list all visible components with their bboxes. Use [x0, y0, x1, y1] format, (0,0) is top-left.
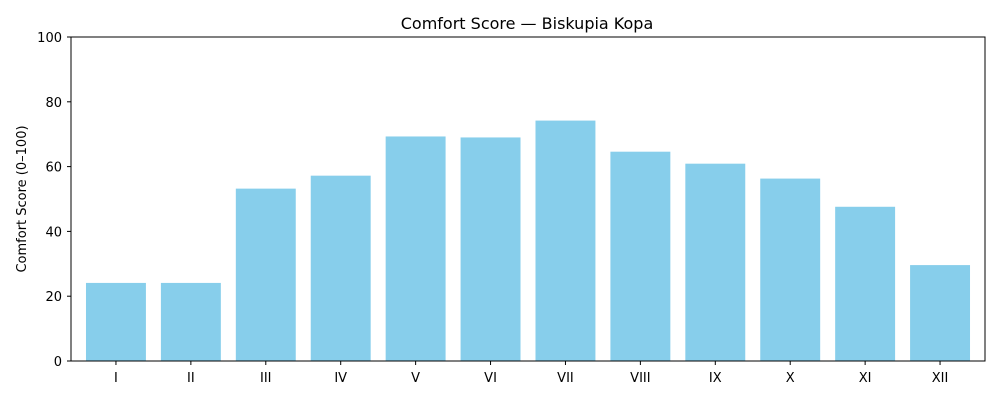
x-tick-label: XI [859, 371, 872, 386]
y-tick-label: 80 [45, 96, 62, 111]
bar-III [235, 188, 296, 361]
x-tick-label: V [411, 371, 420, 386]
plot-frame [70, 36, 986, 362]
bar-XI [835, 206, 896, 361]
y-tick-label: 40 [45, 225, 62, 240]
x-tick-label: VII [557, 371, 574, 386]
y-tick-label: 20 [45, 290, 62, 305]
bar-VIII [610, 151, 671, 361]
x-tick-label: III [260, 371, 272, 386]
x-tick-label: IX [709, 371, 722, 386]
x-axis-ticks: I II III IV V VI VII VIII IX X XI XII [114, 361, 948, 386]
bar-II [160, 282, 221, 361]
y-tick-label: 60 [45, 161, 62, 176]
bar-X [760, 178, 821, 361]
y-axis-ticks: 0 20 40 60 80 100 [37, 31, 71, 370]
bar-IX [685, 163, 746, 361]
x-tick-label: II [187, 371, 195, 386]
bar-I [85, 282, 146, 361]
y-axis-label: Comfort Score (0–100) [15, 125, 30, 272]
bar-VII [535, 120, 596, 361]
bar-IV [310, 175, 371, 361]
bar-XII [910, 265, 971, 361]
x-tick-label: VI [484, 371, 497, 386]
x-tick-label: IV [334, 371, 347, 386]
bar-V [385, 136, 446, 361]
bar-VI [460, 137, 521, 361]
y-tick-label: 0 [54, 355, 62, 370]
x-tick-label: X [786, 371, 795, 386]
x-tick-label: VIII [630, 371, 650, 386]
y-tick-label: 100 [37, 31, 62, 46]
chart-title: Comfort Score — Biskupia Kopa [401, 14, 654, 33]
bars [85, 120, 971, 361]
x-tick-label: XII [932, 371, 949, 386]
x-tick-label: I [114, 371, 118, 386]
